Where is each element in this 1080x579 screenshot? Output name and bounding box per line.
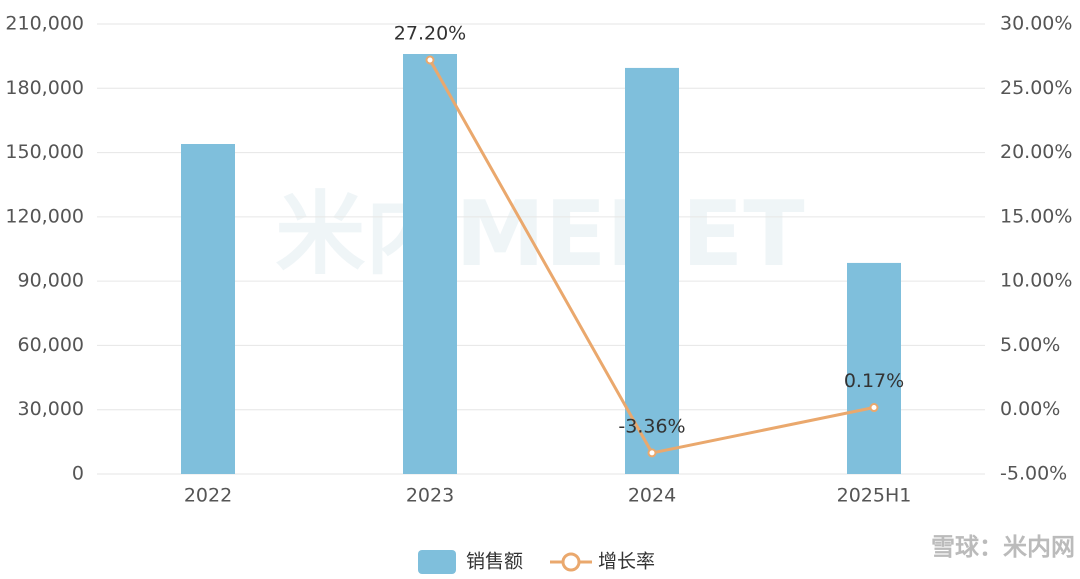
y-tick-label: 210,000 [5, 13, 84, 35]
watermark: 米内MENET [275, 182, 804, 287]
y-tick-label: 120,000 [5, 205, 84, 227]
y2-tick-label: 20.00% [1000, 141, 1072, 163]
y-tick-label: 30,000 [18, 398, 84, 420]
bar [181, 144, 235, 474]
legend-swatch [418, 550, 456, 574]
y2-tick-label: 5.00% [1000, 334, 1060, 356]
line-point [869, 403, 879, 413]
data-label: 27.20% [394, 23, 466, 45]
data-label: 0.17% [844, 370, 904, 392]
x-tick-label: 2025H1 [837, 485, 912, 507]
y2-tick-label: 0.00% [1000, 398, 1060, 420]
line-point [425, 55, 435, 65]
y2-tick-label: 15.00% [1000, 205, 1072, 227]
x-tick-label: 2024 [628, 485, 676, 507]
line-point [647, 448, 657, 458]
y-tick-label: 90,000 [18, 270, 84, 292]
bar [403, 54, 457, 474]
data-label: -3.36% [618, 415, 685, 437]
legend-swatch [561, 552, 581, 572]
y2-tick-label: -5.00% [1000, 463, 1067, 485]
y2-tick-label: 10.00% [1000, 270, 1072, 292]
bar [625, 67, 679, 474]
y-tick-label: 60,000 [18, 334, 84, 356]
y-tick-label: 180,000 [5, 77, 84, 99]
x-tick-label: 2022 [184, 485, 232, 507]
y2-tick-label: 25.00% [1000, 77, 1072, 99]
y-tick-label: 150,000 [5, 141, 84, 163]
legend-label: 增长率 [598, 551, 655, 573]
source-watermark: 雪球：米内网 [931, 533, 1075, 561]
x-tick-label: 2023 [406, 485, 454, 507]
bar [847, 262, 901, 474]
y-tick-label: 0 [72, 463, 84, 485]
legend-label: 销售额 [466, 551, 523, 573]
y2-tick-label: 30.00% [1000, 13, 1072, 35]
